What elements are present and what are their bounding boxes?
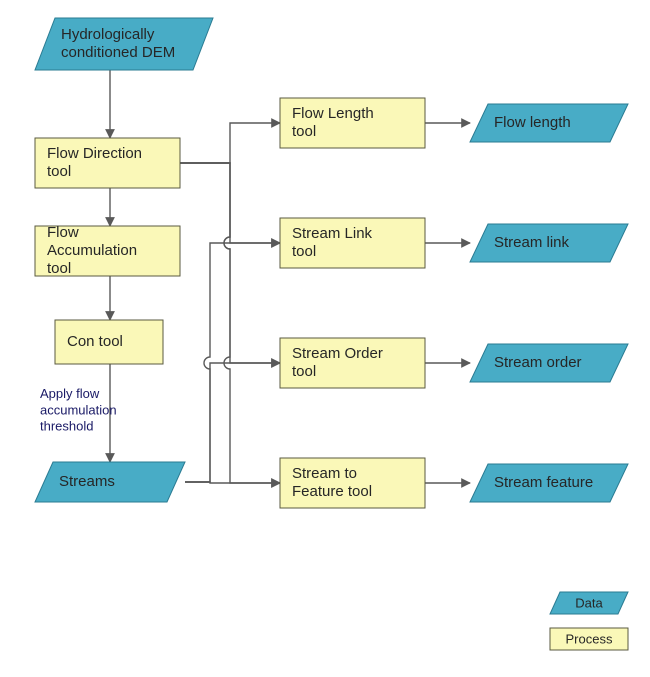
svg-text:Stream feature: Stream feature [494,474,593,491]
edge-flowdir-flowlen_t [180,123,280,163]
node-sfeat_d: Stream feature [470,464,628,502]
edge-streams-sorder_t [185,363,280,482]
edge-flowdir-sfeat_t [180,163,280,483]
node-dem: Hydrologicallyconditioned DEM [35,18,213,70]
node-flowlen_t: Flow Lengthtool [280,98,425,148]
svg-text:Streams: Streams [59,473,115,490]
node-sorder_t: Stream Ordertool [280,338,425,388]
svg-text:Con tool: Con tool [67,333,123,350]
node-flowdir: Flow Directiontool [35,138,180,188]
legend-data: Data [550,592,628,614]
node-sfeat_t: Stream toFeature tool [280,458,425,508]
svg-text:Process: Process [566,631,613,646]
annotation-threshold: Apply flowaccumulationthreshold [40,386,117,434]
node-sorder_d: Stream order [470,344,628,382]
svg-text:Stream link: Stream link [494,234,570,251]
node-flowacc: FlowAccumulationtool [35,224,180,277]
nodes: Hydrologicallyconditioned DEM Flow Direct… [35,18,628,508]
node-streams: Streams [35,462,185,502]
svg-text:Apply flowaccumulationthreshol: Apply flowaccumulationthreshold [40,386,117,434]
svg-text:Data: Data [575,595,603,610]
node-con: Con tool [55,320,163,364]
legend-process: Process [550,628,628,650]
node-slink_t: Stream Linktool [280,218,425,268]
flowchart-canvas: Hydrologicallyconditioned DEM Flow Direct… [0,0,650,677]
node-slink_d: Stream link [470,224,628,262]
svg-text:Flow length: Flow length [494,114,571,131]
edge-streams-sfeat_t [185,482,280,483]
svg-text:Stream order: Stream order [494,354,582,371]
node-flowlen_d: Flow length [470,104,628,142]
